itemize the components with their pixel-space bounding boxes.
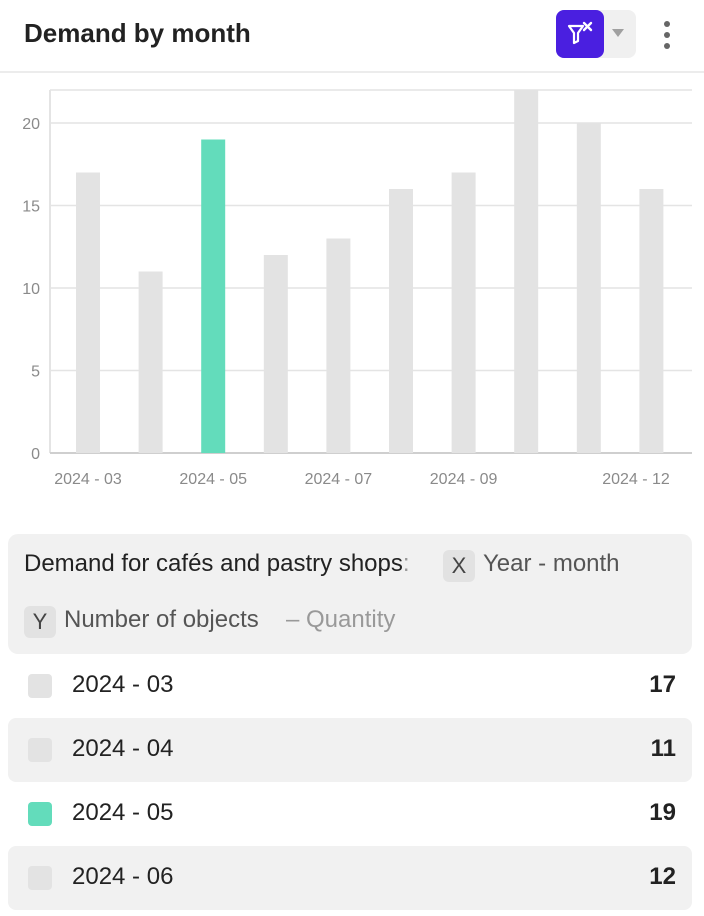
y-axis-chip: Y [24,606,56,638]
bar-2024-05[interactable] [201,139,226,454]
x-tick-label: 2024 - 05 [179,471,247,488]
color-swatch [28,866,52,890]
bar-2024-09[interactable] [451,172,476,454]
list-item-value: 19 [649,799,676,826]
bar-2024-06[interactable] [263,255,288,453]
chart-legend: Demand for cafés and pastry shops: X Yea… [8,534,692,654]
y-tick-label: 20 [22,116,40,133]
bar-2024-04[interactable] [138,271,163,454]
color-swatch [28,738,52,762]
widget-header: Demand by month [0,0,704,73]
chart-canvas: 0 5 10 15 20 2024 - 03 2024 - 05 2024 - 07 2024 … [22,89,692,488]
list-item[interactable]: 2024 - 05 19 [8,782,692,846]
more-vertical-icon [664,21,670,27]
x-axis-label: Year - month [483,550,620,577]
bar-2024-12[interactable] [639,189,664,453]
bar-2024-10[interactable] [514,90,539,453]
clear-filter-button[interactable] [556,10,604,58]
y-axis-label: Number of objects [64,606,259,633]
list-item-label: 2024 - 03 [72,671,174,698]
y-tick-label: 0 [31,446,40,463]
list-item[interactable]: 2024 - 04 11 [8,718,692,782]
filter-dropdown[interactable] [556,10,636,58]
series-label: Demand for cafés and pastry shops [24,550,403,577]
bar-2024-11[interactable] [576,123,601,453]
list-item-label: 2024 - 05 [72,799,174,826]
color-swatch [28,674,52,698]
list-item[interactable]: 2024 - 03 17 [8,654,692,718]
y-tick-label: 5 [31,364,40,381]
x-tick-label: 2024 - 03 [54,471,122,488]
color-swatch [28,802,52,826]
list-item-label: 2024 - 04 [72,735,174,762]
list-item-value: 11 [650,735,676,762]
y-tick-label: 15 [22,199,40,216]
x-tick-label: 2024 - 09 [430,471,498,488]
y-tick-label: 10 [22,281,40,298]
y-axis-suffix: – Quantity [286,606,396,633]
x-tick-label: 2024 - 12 [602,471,670,488]
x-axis-chip: X [443,550,475,582]
series-colon: : [402,550,410,577]
list-item[interactable]: 2024 - 06 12 [8,846,692,910]
more-options-button[interactable] [652,18,682,52]
list-item-label: 2024 - 06 [72,863,174,890]
list-item-value: 17 [649,671,676,698]
bar-chart: 0 5 10 15 20 2024 - 03 2024 - 05 2024 - 07 2024 … [0,80,704,500]
data-list: 2024 - 03 17 2024 - 04 11 2024 - 05 19 2… [8,654,692,910]
bar-2024-08[interactable] [389,189,413,453]
widget-title: Demand by month [24,18,251,48]
filter-clear-icon [567,21,593,45]
bar-2024-03[interactable] [76,172,100,454]
bar-2024-07[interactable] [326,238,351,454]
x-tick-label: 2024 - 07 [305,471,373,488]
chevron-down-icon[interactable] [612,29,624,37]
list-item-value: 12 [649,863,676,890]
